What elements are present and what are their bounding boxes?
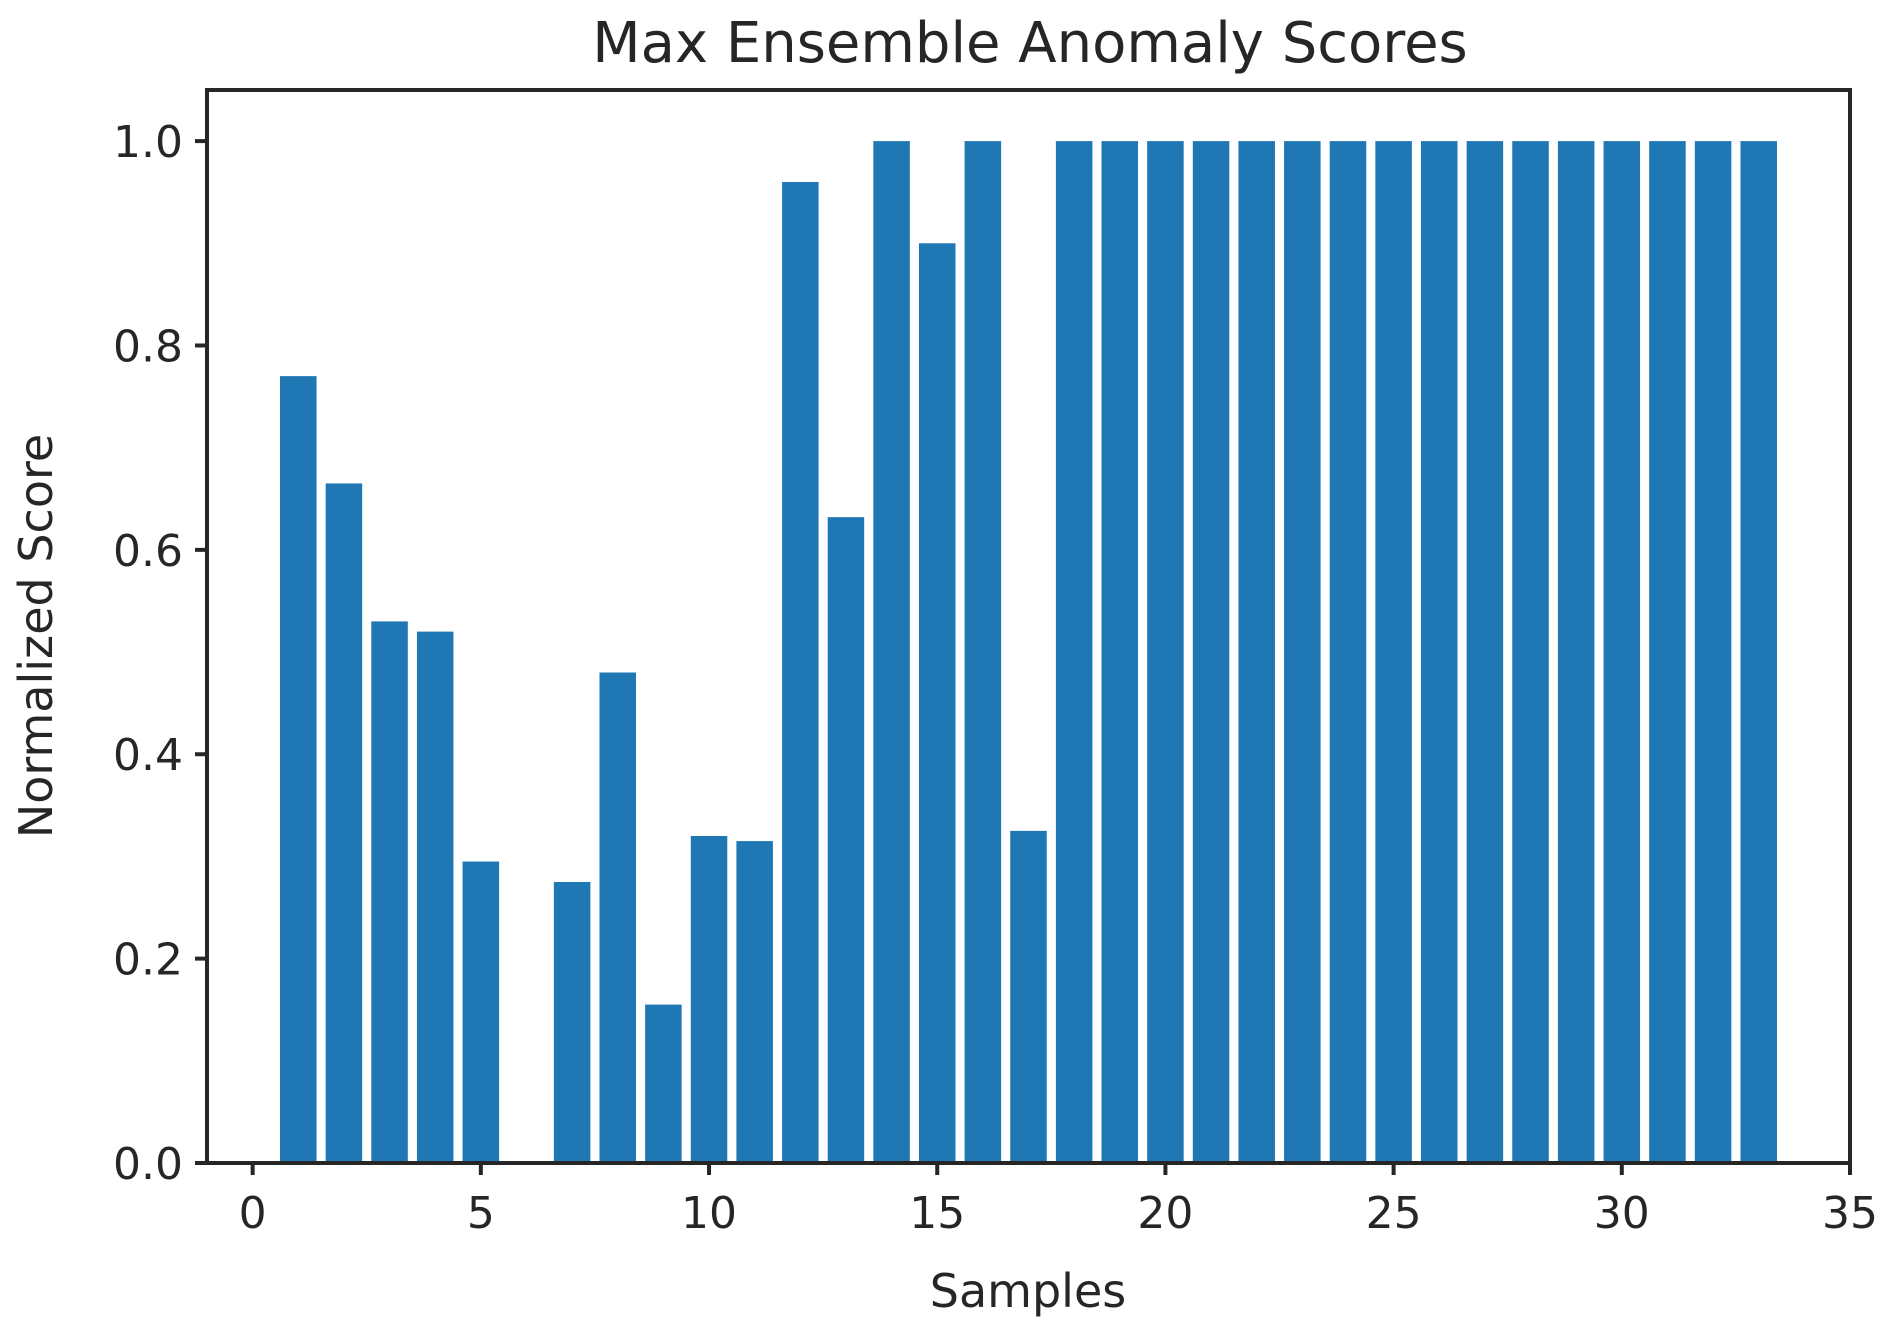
chart-title: Max Ensemble Anomaly Scores: [592, 11, 1467, 76]
bar-sample-28: [1512, 141, 1549, 1164]
bar-sample-13: [827, 517, 865, 1163]
x-axis: 0 5 10 15 20 25 30 35: [239, 1163, 1878, 1239]
bar-sample-17: [1010, 830, 1047, 1163]
y-tick-label: 0.4: [113, 730, 183, 781]
bar-sample-3: [371, 621, 408, 1163]
bar-sample-14: [873, 141, 910, 1164]
bar-sample-16: [964, 141, 1002, 1164]
bar-sample-1: [280, 376, 317, 1163]
bar-sample-9: [645, 1004, 682, 1163]
bar-sample-29: [1557, 141, 1595, 1164]
axes-frame: [205, 88, 1852, 1165]
bar-sample-10: [690, 835, 728, 1163]
x-tick-label: 35: [1822, 1188, 1878, 1239]
bar-sample-7: [553, 881, 591, 1163]
bar-sample-8: [599, 672, 636, 1163]
bar-sample-5: [462, 861, 500, 1163]
x-tick-label: 5: [467, 1188, 495, 1239]
bar-sample-33: [1740, 141, 1777, 1164]
y-tick-label: 0.2: [113, 935, 183, 986]
y-tick-label: 0.8: [113, 321, 183, 372]
bar-sample-27: [1466, 141, 1504, 1164]
bars-layer: [280, 141, 1777, 1164]
bar-sample-15: [918, 243, 956, 1164]
bar-sample-25: [1375, 141, 1412, 1164]
x-tick-label: 30: [1594, 1188, 1650, 1239]
y-axis-label: Normalized Score: [9, 434, 63, 838]
bar-sample-4: [416, 631, 454, 1163]
bar-sample-26: [1420, 141, 1458, 1164]
x-tick-label: 10: [681, 1188, 737, 1239]
bar-sample-23: [1284, 141, 1321, 1164]
bar-sample-19: [1101, 141, 1139, 1164]
y-tick-label: 0.0: [113, 1139, 183, 1190]
y-tick-label: 1.0: [113, 117, 183, 168]
x-tick-label: 0: [239, 1188, 267, 1239]
x-axis-label: Samples: [930, 1264, 1126, 1318]
bar-sample-21: [1192, 141, 1230, 1164]
x-tick-label: 25: [1366, 1188, 1422, 1239]
bar-sample-31: [1649, 141, 1686, 1164]
bar-sample-24: [1329, 141, 1367, 1164]
x-tick-label: 15: [909, 1188, 965, 1239]
bar-sample-30: [1603, 141, 1641, 1164]
x-tick-label: 20: [1137, 1188, 1193, 1239]
y-tick-label: 0.6: [113, 526, 183, 577]
bar-sample-18: [1055, 141, 1093, 1164]
bar-sample-20: [1147, 141, 1184, 1164]
y-axis: 0.0 0.2 0.4 0.6 0.8 1.0: [113, 117, 207, 1190]
bar-sample-22: [1238, 141, 1275, 1164]
bar-sample-2: [325, 483, 363, 1163]
bar-sample-32: [1694, 141, 1732, 1164]
bar-sample-12: [782, 181, 819, 1164]
bar-sample-11: [736, 841, 773, 1163]
